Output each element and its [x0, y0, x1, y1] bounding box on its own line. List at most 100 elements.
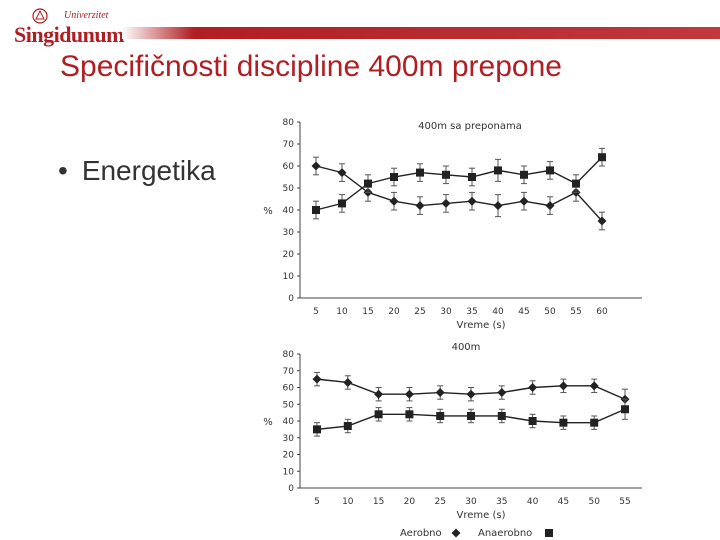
x-tick-label: 40 — [527, 497, 539, 507]
y-tick-label: 20 — [283, 250, 295, 260]
data-point — [390, 173, 398, 181]
series-anaerobno — [312, 147, 606, 220]
data-point — [374, 410, 383, 419]
header-bar — [122, 27, 720, 39]
series-aerobno — [312, 371, 630, 410]
y-tick-label: 70 — [283, 367, 295, 377]
data-point — [312, 374, 322, 384]
y-tick-label: 0 — [288, 484, 294, 494]
y-tick-label: 80 — [283, 350, 295, 360]
bullet-item: • Energetika — [58, 155, 216, 187]
data-point — [494, 166, 502, 175]
x-tick-label: 55 — [619, 497, 630, 507]
data-point — [374, 389, 384, 399]
y-tick-label: 10 — [283, 467, 295, 477]
x-axis-label: Vreme (s) — [457, 320, 506, 331]
x-tick-label: 15 — [373, 497, 384, 507]
x-tick-label: 35 — [496, 497, 507, 507]
seal-icon — [32, 8, 48, 24]
x-tick-label: 45 — [558, 497, 569, 507]
y-tick-label: 40 — [283, 206, 295, 216]
data-point — [337, 168, 347, 178]
bullet-text: Energetika — [81, 155, 216, 186]
data-point — [597, 216, 607, 226]
y-tick-label: 40 — [283, 417, 295, 427]
chart-400m: 0 10 20 30 40 50 60 70 80 5 10 15 20 25 30 35 40 45 50 55 40… — [263, 342, 642, 521]
chart-title: 400m — [452, 342, 481, 353]
data-point — [497, 411, 506, 420]
x-tick-label: 10 — [336, 307, 348, 317]
x-tick-label: 25 — [414, 307, 425, 317]
y-axis-label: % — [263, 417, 273, 428]
y-tick-label: 50 — [283, 184, 295, 194]
x-tick-label: 15 — [362, 307, 373, 317]
logo-name: Singidunum — [14, 22, 124, 47]
data-point — [546, 166, 554, 175]
legend-label-aerobno: Aerobno — [400, 528, 442, 539]
x-tick-label: 20 — [404, 497, 416, 507]
x-tick-label: 30 — [465, 497, 477, 507]
data-point — [389, 196, 399, 206]
data-point — [559, 418, 568, 427]
x-tick-label: 40 — [492, 307, 504, 317]
data-point — [405, 410, 414, 419]
chart-legend: Aerobno Anaerobno — [400, 528, 553, 539]
y-tick-label: 70 — [283, 140, 295, 150]
data-point — [311, 161, 321, 171]
x-tick-label: 30 — [440, 307, 452, 317]
data-point — [558, 381, 568, 391]
data-point — [343, 377, 353, 387]
legend-marker-anaerobno — [545, 529, 553, 537]
x-tick-label: 60 — [596, 307, 608, 317]
bullet-dot: • — [58, 155, 68, 186]
data-point — [467, 411, 475, 420]
logo-top-text: Univerzitet — [64, 10, 109, 21]
data-point — [519, 196, 529, 206]
data-point — [468, 173, 476, 181]
x-tick-label: 20 — [388, 307, 400, 317]
slide-title: Specifičnosti discipline 400m prepone — [60, 50, 562, 83]
y-tick-label: 80 — [283, 118, 295, 128]
data-point — [572, 179, 580, 188]
legend-label-anaerobno: Anaerobno — [478, 528, 532, 539]
x-tick-label: 10 — [342, 497, 354, 507]
x-tick-label: 5 — [314, 497, 320, 507]
x-tick-label: 50 — [544, 307, 556, 317]
y-tick-label: 30 — [283, 434, 295, 444]
x-tick-label: 50 — [588, 497, 600, 507]
data-point — [312, 206, 320, 214]
data-point — [404, 389, 414, 399]
x-tick-label: 45 — [518, 307, 529, 317]
data-point — [466, 389, 476, 399]
y-axis-label: % — [263, 206, 273, 217]
data-point — [589, 381, 599, 391]
data-point — [313, 425, 321, 434]
data-point — [436, 411, 445, 420]
data-point — [435, 388, 445, 398]
data-point — [493, 201, 503, 211]
y-tick-label: 0 — [288, 294, 294, 304]
data-point — [545, 201, 555, 211]
data-point — [467, 196, 477, 206]
y-tick-label: 30 — [283, 228, 295, 238]
data-point — [442, 170, 450, 179]
data-point — [364, 179, 372, 188]
chart-title: 400m sa preponama — [418, 121, 522, 132]
y-tick-label: 50 — [283, 400, 295, 410]
y-tick-label: 60 — [283, 162, 295, 172]
x-tick-label: 25 — [434, 497, 445, 507]
y-tick-label: 20 — [283, 451, 295, 461]
data-point — [598, 153, 606, 162]
y-tick-label: 60 — [283, 384, 295, 394]
data-point — [415, 201, 425, 211]
series-anaerobno — [313, 398, 629, 437]
data-point — [416, 168, 424, 177]
data-point — [590, 418, 599, 427]
series-line — [315, 156, 603, 211]
data-point — [621, 405, 629, 414]
data-point — [343, 422, 352, 431]
data-point — [497, 388, 507, 398]
chart-400m-hurdles: 0 10 20 30 40 50 60 70 80 5 10 15 20 25 30 35 40 45 50 55 60… — [263, 118, 642, 331]
legend-marker-aerobno — [451, 528, 461, 538]
